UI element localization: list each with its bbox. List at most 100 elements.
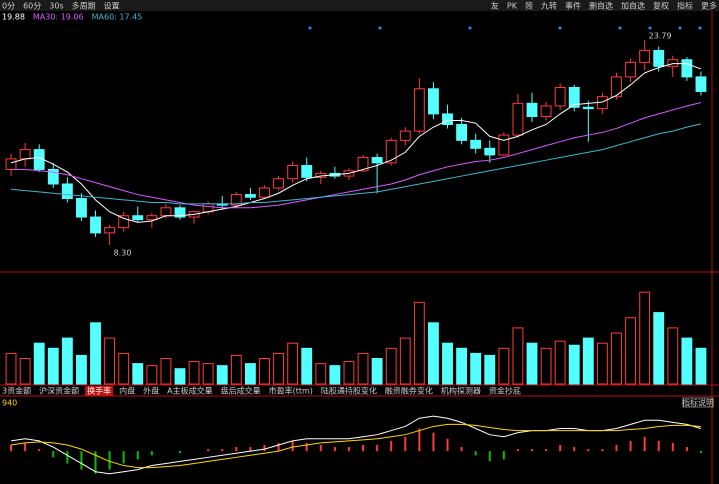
candle-body xyxy=(442,113,453,125)
volume-bar xyxy=(568,344,580,385)
indicator-button[interactable]: 指标说明 xyxy=(682,398,714,408)
dot xyxy=(468,26,472,30)
tab[interactable]: 换手率 xyxy=(87,386,111,396)
candle-body xyxy=(667,59,679,67)
tab[interactable]: 机构探测器 xyxy=(441,386,481,396)
volume-bar xyxy=(287,342,299,385)
candle-body xyxy=(681,59,693,78)
high-label: 23.79 xyxy=(649,31,672,40)
toolbar-item[interactable]: 九转 xyxy=(541,1,557,11)
candle-body xyxy=(230,194,242,206)
tab[interactable]: 融资融券变化 xyxy=(385,386,433,396)
volume-bar xyxy=(33,342,45,385)
tab[interactable]: 沪深资金额 xyxy=(39,386,79,396)
tab[interactable]: 市盈率(ttm) xyxy=(269,386,313,396)
toolbar-item[interactable]: PK xyxy=(507,2,518,11)
candle-body xyxy=(61,183,73,200)
candle-body xyxy=(76,198,87,218)
toolbar-item[interactable]: 加自选 xyxy=(621,1,645,11)
tab[interactable]: 盘后成交量 xyxy=(221,386,261,396)
dot xyxy=(378,26,382,30)
candle-body xyxy=(244,194,256,198)
toolbar-item[interactable]: 事件 xyxy=(565,1,581,11)
ma-line xyxy=(10,415,702,475)
candle-body xyxy=(554,86,566,107)
volume-bar xyxy=(385,347,397,385)
volume-bar xyxy=(357,352,369,385)
volume-bar xyxy=(76,354,87,385)
toolbar-item[interactable]: 0分 xyxy=(2,2,15,11)
volume-bar xyxy=(47,347,59,385)
volume-bar xyxy=(146,365,158,385)
dot xyxy=(648,26,652,30)
volume-bar xyxy=(174,368,186,385)
volume-bar xyxy=(695,347,707,385)
ma-value: MA30: 19.06 xyxy=(33,13,84,22)
candle-body xyxy=(90,216,101,234)
toolbar-item[interactable]: 更多 xyxy=(701,1,717,11)
candle-body xyxy=(484,147,496,156)
macd-label: 940 xyxy=(2,399,17,408)
volume-bar xyxy=(484,354,496,385)
tab[interactable]: 外盘 xyxy=(143,386,159,396)
ma-line xyxy=(10,423,701,469)
candle-body xyxy=(174,207,186,218)
candle-body xyxy=(202,203,214,213)
candle-body xyxy=(385,139,397,164)
toolbar-item[interactable]: 设置 xyxy=(104,1,120,11)
candle-body xyxy=(526,102,538,118)
candle-body xyxy=(160,207,172,217)
candle-body xyxy=(371,157,383,164)
volume-bar xyxy=(540,347,552,385)
toolbar-item[interactable]: 删自选 xyxy=(589,1,613,11)
dot xyxy=(618,26,622,30)
volume-bar xyxy=(625,317,636,385)
volume-bar xyxy=(202,363,214,385)
volume-bar xyxy=(90,322,101,385)
candle-body xyxy=(132,215,144,221)
tab[interactable]: A主板成交量 xyxy=(167,386,212,396)
toolbar-item[interactable]: 友 xyxy=(491,1,499,11)
toolbar-item[interactable]: 30s xyxy=(49,2,63,11)
tab[interactable]: 内盘 xyxy=(119,386,135,396)
toolbar-item[interactable]: 简 xyxy=(525,1,533,11)
volume-bar xyxy=(273,352,284,385)
volume-bar xyxy=(681,337,693,385)
candle-body xyxy=(413,88,425,132)
candle-body xyxy=(428,88,439,115)
candle-body xyxy=(104,227,116,234)
dot xyxy=(558,26,562,30)
toolbar-item[interactable]: 复权 xyxy=(653,1,669,11)
volume-bar xyxy=(19,358,31,385)
toolbar-item[interactable]: 60分 xyxy=(23,2,41,11)
volume-bar xyxy=(653,312,665,385)
ma-line xyxy=(11,102,702,209)
toolbar-item[interactable]: 指标 xyxy=(677,1,693,11)
volume-bar xyxy=(456,347,468,385)
ma-line xyxy=(10,123,702,205)
candle-body xyxy=(287,164,299,180)
candle-body xyxy=(5,158,17,170)
candle-body xyxy=(47,168,59,185)
toolbar-item[interactable]: 多周期 xyxy=(72,1,96,11)
volume-bar xyxy=(596,342,608,385)
candle-body xyxy=(118,215,130,229)
volume-bar xyxy=(526,342,538,385)
candle-body xyxy=(456,123,468,141)
candle-body xyxy=(639,49,651,63)
volume-bar xyxy=(667,327,679,385)
candle-body xyxy=(512,102,524,136)
tab[interactable]: 陆股通持股变化 xyxy=(321,386,377,396)
volume-bar xyxy=(61,337,73,385)
tab[interactable]: 3资金额 xyxy=(2,386,31,396)
volume-bar xyxy=(371,358,383,385)
candle-body xyxy=(146,215,158,221)
volume-bar xyxy=(160,358,172,385)
volume-bar xyxy=(611,332,622,385)
volume-bar xyxy=(554,340,566,385)
volume-bar xyxy=(413,301,425,385)
candle-body xyxy=(19,149,31,160)
volume-bar xyxy=(329,365,341,385)
tab[interactable]: 资金抄底 xyxy=(489,386,521,396)
